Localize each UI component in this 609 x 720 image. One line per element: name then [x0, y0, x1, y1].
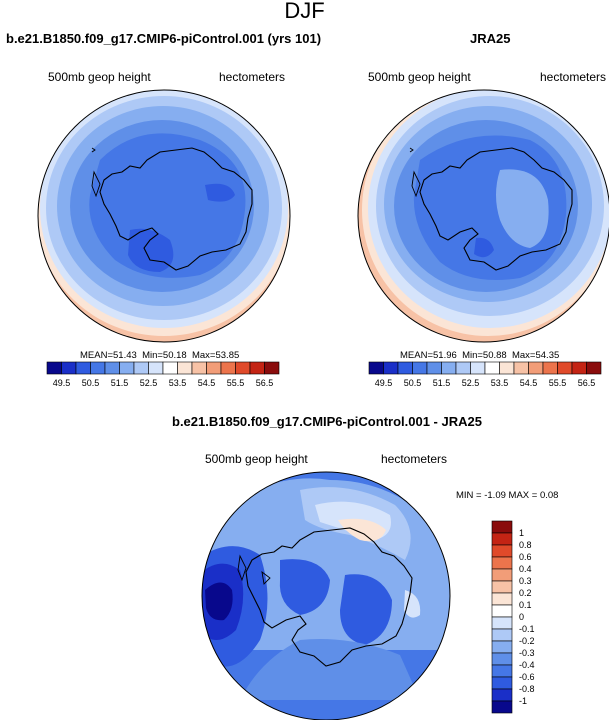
panel3-colorbar-tick-label: -0.4 — [519, 660, 535, 670]
panel3-colorbar-tick-label: -0.1 — [519, 624, 535, 634]
panel2-stats: MEAN=51.96 Min=50.88 Max=54.35 — [400, 350, 560, 361]
panel1-colorbar-tick-label: 52.5 — [140, 378, 158, 388]
panel3-colorbar-tick-label: 0.2 — [519, 588, 532, 598]
panel2-antarctica-coastline — [419, 147, 573, 271]
panel3-colorbar-swatch — [491, 556, 513, 570]
panel3-colorbar-tick-label: 0 — [519, 612, 524, 622]
panel3-colorbar-tick-label: 0.8 — [519, 540, 532, 550]
panel1-mean: 51.43 — [113, 350, 137, 361]
panel3-stats: MIN = -1.09 MAX = 0.08 — [456, 490, 559, 501]
panel1-min: 50.18 — [162, 350, 187, 361]
panel1-colorbar-tick-label: 49.5 — [53, 378, 71, 388]
panel1-colorbar-tick-label: 54.5 — [198, 378, 216, 388]
panel3-colorbar-tick-label: -0.2 — [519, 636, 535, 646]
panel1-colorbar-tick-label: 51.5 — [111, 378, 129, 388]
panel3-colorbar-tick-label: -0.3 — [519, 648, 535, 658]
panel2-max: 54.35 — [535, 350, 560, 361]
panel2-colorbar-tick-label: 55.5 — [549, 378, 567, 388]
panel2-colorbar-tick-label: 49.5 — [375, 378, 393, 388]
panel3-colorbar-swatch — [491, 520, 513, 534]
panel2-colorbar-tick-label: 56.5 — [578, 378, 596, 388]
panel1-variable-label: 500mb geop height — [48, 70, 151, 84]
panel3-colorbar-swatch — [491, 628, 513, 642]
panel2-map-border — [357, 89, 609, 343]
panel3-colorbar-tick-label: 0.1 — [519, 600, 532, 610]
panel3-colorbar-swatch — [491, 640, 513, 654]
panel1-units-label: hectometers — [219, 70, 286, 84]
panel1-title: b.e21.B1850.f09_g17.CMIP6-piControl.001 … — [6, 31, 322, 46]
panel3-colorbar-swatch — [491, 616, 513, 630]
panel2-mean: 51.96 — [433, 350, 457, 361]
panel2-colorbar-tick-label: 54.5 — [520, 378, 538, 388]
panel1-colorbar-tick-label: 53.5 — [169, 378, 187, 388]
panel2-variable-label: 500mb geop height — [368, 70, 471, 84]
panel3-colorbar-swatch — [491, 700, 513, 714]
panel1-colorbar-tick-label: 56.5 — [256, 378, 274, 388]
figure-title: DJF — [284, 0, 325, 23]
panel2-colorbar-tick-label: 51.5 — [433, 378, 451, 388]
panel3-map — [202, 472, 450, 720]
panel1-antarctica-coastline — [99, 147, 253, 271]
panel2-colorbar-swatch — [586, 361, 602, 375]
panel3-colorbar-swatch — [491, 580, 513, 594]
panel1-max: 53.85 — [215, 350, 240, 361]
panel3-colorbar-tick-label: 0.6 — [519, 552, 532, 562]
panel3-colorbar-swatch — [491, 664, 513, 678]
panel2-colorbar-tick-label: 52.5 — [462, 378, 480, 388]
panel3-colorbar-tick-label: -1 — [519, 696, 527, 706]
panel3-colorbar-swatch — [491, 544, 513, 558]
panel3-colorbar-tick-label: -0.8 — [519, 684, 535, 694]
panel3-colorbar-swatch — [491, 604, 513, 618]
panel2-units-label: hectometers — [540, 70, 607, 84]
panel1-colorbar-tick-label: 50.5 — [82, 378, 100, 388]
panel3-variable-label: 500mb geop height — [205, 452, 308, 466]
panel1-map-border — [37, 89, 291, 343]
panel2-colorbar-tick-label: 53.5 — [491, 378, 509, 388]
panel3-antarctica-coastline — [245, 527, 413, 667]
panel1-colorbar-tick-label: 55.5 — [227, 378, 245, 388]
panel1-stats: MEAN=51.43 Min=50.18 Max=53.85 — [80, 350, 240, 361]
panel2-title: JRA25 — [470, 31, 511, 46]
panel3-colorbar-swatch — [491, 568, 513, 582]
panel3-colorbar-tick-label: 0.3 — [519, 576, 532, 586]
panel3-colorbar-tick-label: 0.4 — [519, 564, 532, 574]
panel2-map — [358, 90, 609, 342]
panel3-title: b.e21.B1850.f09_g17.CMIP6-piControl.001 … — [172, 414, 482, 429]
panel3-colorbar-tick-label: -0.6 — [519, 672, 535, 682]
panel1-colorbar-swatch — [264, 361, 280, 375]
panel3-units-label: hectometers — [381, 452, 448, 466]
panel2-colorbar-tick-label: 50.5 — [404, 378, 422, 388]
panel3-colorbar-swatch — [491, 532, 513, 546]
panel1-map — [38, 90, 290, 342]
panel3-colorbar-swatch — [491, 652, 513, 666]
panel3-colorbar-swatch — [491, 688, 513, 702]
panel3-colorbar-swatch — [491, 676, 513, 690]
panel3-colorbar-tick-label: 1 — [519, 528, 524, 538]
panel2-min: 50.88 — [482, 350, 507, 361]
panel3-map-border — [201, 471, 451, 720]
panel3-colorbar-swatch — [491, 592, 513, 606]
